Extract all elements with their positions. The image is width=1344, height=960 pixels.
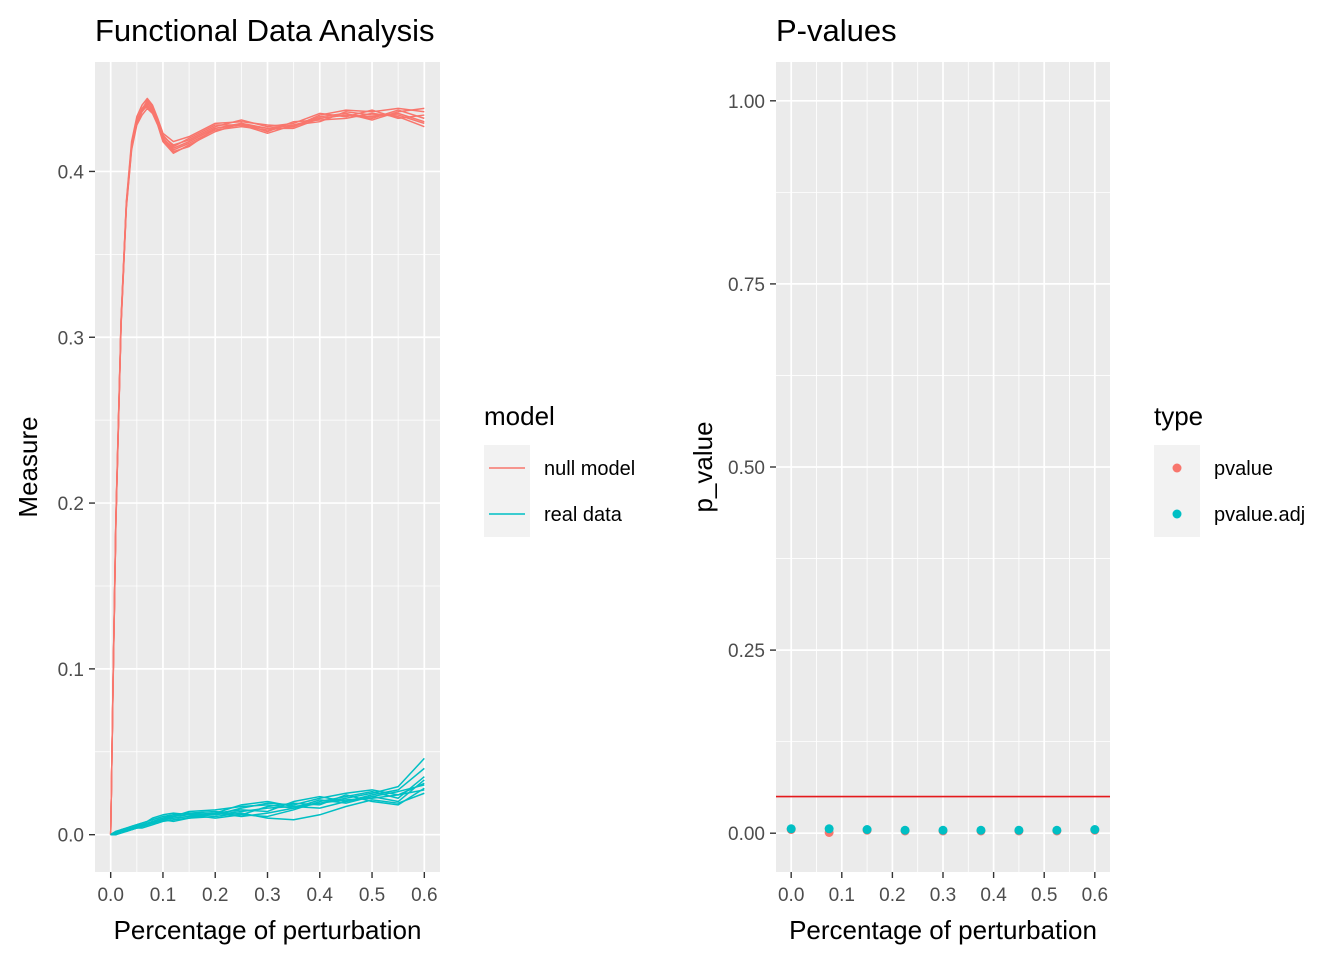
legend-title: model: [484, 401, 555, 431]
series-line-real-data-15: [110, 784, 425, 836]
legend-label-pvalue: pvalue: [1214, 458, 1273, 480]
legend-swatch-pvalue: [1172, 463, 1182, 473]
y-tick-label: 0.2: [58, 494, 84, 515]
legend: type pvalue pvalue.adj: [1154, 401, 1305, 537]
panel-p-values: 0.0 0.1 0.2 0.3 0.4 0.5 0.6 0.00 0.25 0.50 0.75 1.0…: [688, 13, 1305, 945]
y-tick-label: 0.1: [58, 660, 84, 681]
x-tick-label: 0.4: [980, 885, 1007, 906]
y-axis-title: p_value: [688, 421, 718, 512]
series-line-null-model-6: [109, 106, 425, 835]
x-tick-label: 0.6: [411, 885, 437, 906]
x-tick-label: 0.2: [879, 885, 905, 906]
x-tick-label: 0.5: [1031, 885, 1057, 906]
point-pvalue-adj: [900, 825, 910, 835]
point-pvalue-adj: [1014, 825, 1024, 835]
y-tick-label: 0.75: [728, 275, 765, 296]
point-pvalue-adj: [862, 825, 872, 835]
legend-label-real-data: real data: [544, 504, 623, 526]
x-tick-label: 0.3: [254, 885, 280, 906]
point-pvalue-adj: [824, 824, 834, 834]
x-tick-label: 0.1: [150, 885, 176, 906]
x-tick-label: 0.4: [307, 885, 334, 906]
point-pvalue-adj: [1090, 825, 1100, 835]
legend: model null model real data: [484, 401, 635, 537]
series-points: [776, 795, 1110, 837]
series-line-real-data-11: [110, 767, 425, 836]
point-pvalue-adj: [786, 824, 796, 834]
x-tick-label: 0.6: [1082, 885, 1108, 906]
x-tick-label: 0.1: [829, 885, 855, 906]
chart-title: P-values: [776, 13, 897, 48]
axis-ticks: 0.0 0.1 0.2 0.3 0.4 0.5 0.6 0.00 0.25 0.50 0.75 1.0…: [728, 92, 1108, 906]
y-tick-label: 0.00: [728, 824, 765, 845]
y-axis-title: Measure: [13, 416, 43, 517]
y-tick-label: 0.3: [58, 328, 84, 349]
legend-label-null-model: null model: [544, 458, 635, 480]
x-tick-label: 0.5: [359, 885, 385, 906]
y-tick-label: 0.50: [728, 458, 765, 479]
legend-title: type: [1154, 401, 1203, 431]
series-lines: [109, 97, 425, 836]
gridlines: [776, 62, 1110, 872]
x-tick-label: 0.0: [97, 885, 123, 906]
chart-title: Functional Data Analysis: [95, 13, 434, 48]
point-pvalue-adj: [938, 825, 948, 835]
x-tick-label: 0.3: [930, 885, 956, 906]
panel-functional-data-analysis: 0.0 0.1 0.2 0.3 0.4 0.5 0.6 0.0 0.1 0.2 0.3 0.4 Fun…: [13, 13, 635, 945]
legend-label-pvalue-adj: pvalue.adj: [1214, 504, 1305, 526]
y-tick-label: 0.4: [58, 162, 85, 183]
gridlines: [95, 62, 440, 872]
y-tick-label: 0.25: [728, 641, 765, 662]
legend-swatch-pvalue-adj: [1172, 509, 1182, 519]
x-tick-label: 0.0: [778, 885, 804, 906]
y-tick-label: 1.00: [728, 92, 765, 113]
x-tick-label: 0.2: [202, 885, 228, 906]
x-axis-title: Percentage of perturbation: [789, 915, 1097, 945]
x-axis-title: Percentage of perturbation: [114, 915, 422, 945]
axis-ticks: 0.0 0.1 0.2 0.3 0.4 0.5 0.6 0.0 0.1 0.2 0.3 0.4: [58, 162, 438, 906]
y-tick-label: 0.0: [58, 826, 84, 847]
point-pvalue-adj: [976, 825, 986, 835]
point-pvalue-adj: [1052, 825, 1062, 835]
